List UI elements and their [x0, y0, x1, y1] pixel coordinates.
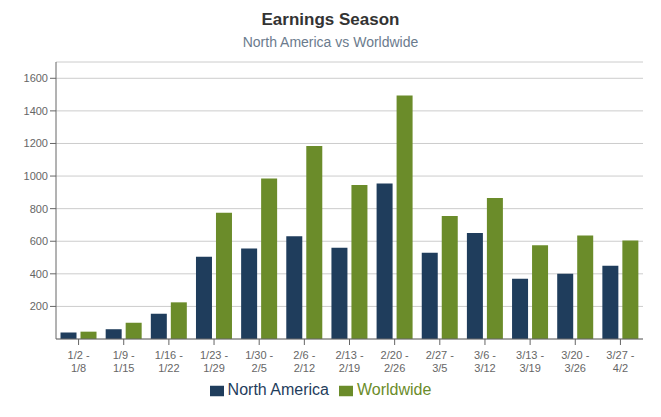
svg-text:3/27 -4/2: 3/27 -4/2: [606, 349, 634, 374]
svg-text:1200: 1200: [24, 137, 48, 149]
html-text:North America: North America: [227, 381, 329, 398]
svg-text:400: 400: [30, 268, 48, 280]
svg-text:3/20 -3/26: 3/20 -3/26: [561, 349, 589, 374]
svg-text:1/9 -1/15: 1/9 -1/15: [113, 349, 135, 374]
svg-text:1600: 1600: [24, 72, 48, 84]
svg-text:1/16 -1/22: 1/16 -1/22: [155, 349, 183, 374]
svg-text:2/13 -2/19: 2/13 -2/19: [335, 349, 363, 374]
svg-text:3/13 -3/19: 3/13 -3/19: [516, 349, 544, 374]
svg-text:600: 600: [30, 235, 48, 247]
svg-text:2/6 -2/12: 2/6 -2/12: [293, 349, 315, 374]
html-text:North America vs Worldwide: North America vs Worldwide: [242, 34, 419, 50]
svg-text:1000: 1000: [24, 170, 48, 182]
svg-text:1/30 -2/5: 1/30 -2/5: [245, 349, 273, 374]
svg-text:2/27 -3/5: 2/27 -3/5: [426, 349, 454, 374]
html-text:Worldwide: Worldwide: [357, 381, 432, 398]
svg-text:1/23 -1/29: 1/23 -1/29: [200, 349, 228, 374]
svg-text:200: 200: [30, 300, 48, 312]
svg-text:1/2 -1/8: 1/2 -1/8: [68, 349, 90, 374]
svg-text:3/6 -3/12: 3/6 -3/12: [474, 349, 496, 374]
svg-text:800: 800: [30, 203, 48, 215]
svg-text:1400: 1400: [24, 105, 48, 117]
svg-text:2/20 -2/26: 2/20 -2/26: [381, 349, 409, 374]
html-text:Earnings Season: Earnings Season: [261, 10, 400, 29]
